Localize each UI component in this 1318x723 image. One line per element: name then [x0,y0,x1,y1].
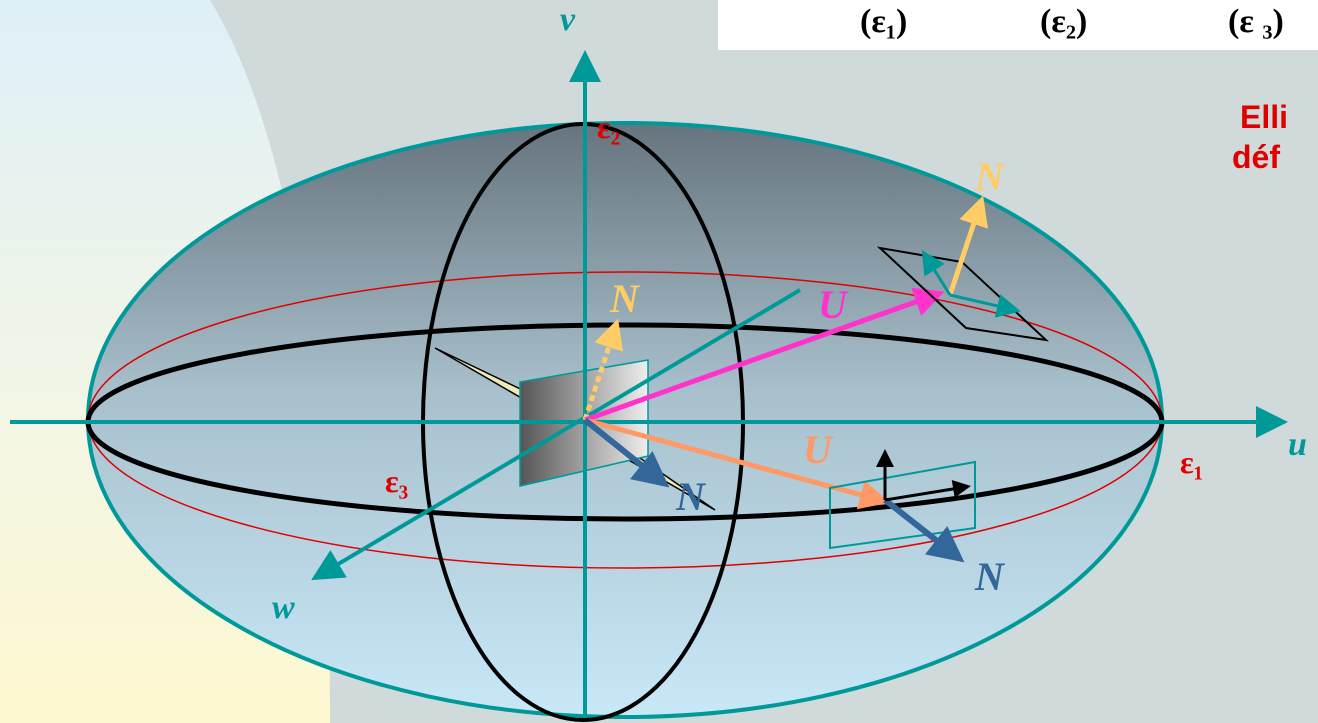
normal-vector [582,318,624,421]
caption-line: déf [1232,139,1280,175]
normal-vector [583,417,670,488]
epsilon-3: ε₃ [385,463,408,499]
position-vector [584,417,890,510]
formula-box [718,0,1318,50]
v-label: v [560,1,576,38]
tangent-vector [921,249,952,296]
tangent-vector [949,293,1021,318]
formula-term: (ε ₃) [1228,3,1284,40]
formula-term: (ε₂) [1040,3,1087,40]
epsilon-2: ε₂ [597,109,620,145]
position-label: U [818,282,849,327]
w-axis [311,288,802,581]
caption-line: Elli [1240,99,1288,135]
normal-vector [947,195,988,296]
position-vector [584,287,945,423]
tangent-vector [884,480,971,502]
position-label: U [803,427,834,472]
tangent-plane [829,460,976,550]
formula-term: (ε₁) [860,3,907,40]
normal-label: N [974,154,1006,199]
normal-label: N [675,474,707,519]
u-label: u [1288,426,1307,463]
w-label: w [272,589,295,626]
normal-label: N [974,554,1006,599]
normal-label: N [609,276,641,321]
normal-vector [883,497,965,563]
epsilon-1: ε₁ [1180,444,1203,480]
